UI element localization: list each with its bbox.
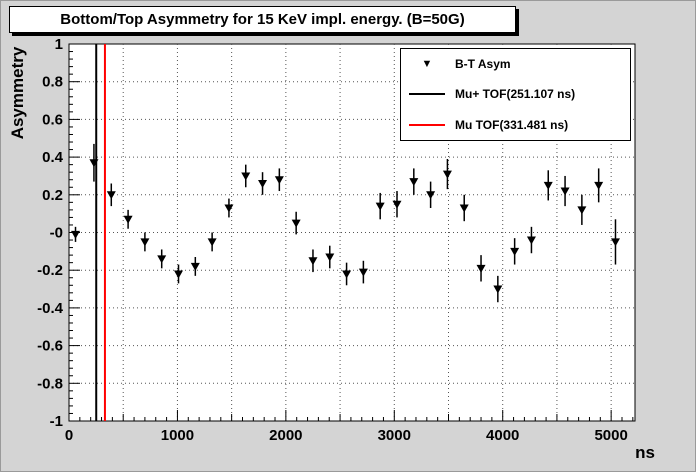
data-point-marker bbox=[342, 270, 352, 279]
legend-box: ▼ B-T Asym Mu+ TOF(251.107 ns) Mu TOF(331.4… bbox=[400, 48, 631, 141]
data-point-marker bbox=[190, 262, 200, 271]
y-tick-label: -0 bbox=[50, 225, 63, 242]
data-point-marker bbox=[610, 238, 620, 247]
data-point-marker bbox=[409, 178, 419, 187]
data-point-marker bbox=[577, 206, 587, 215]
legend-entry-1: Mu+ TOF(251.107 ns) bbox=[401, 80, 630, 109]
x-tick-label: 2000 bbox=[269, 427, 302, 444]
y-tick-label: 0.4 bbox=[42, 149, 64, 166]
triangle-down-marker-icon: ▼ bbox=[421, 57, 433, 70]
triangle-down-marker-icon: ▼ bbox=[407, 57, 447, 70]
x-tick-label: 3000 bbox=[378, 427, 411, 444]
y-tick-label: -0.2 bbox=[37, 262, 63, 279]
y-tick-label: 0.2 bbox=[42, 187, 63, 204]
x-axis-title: ns bbox=[635, 443, 655, 462]
data-point-marker bbox=[358, 268, 368, 277]
data-point-marker bbox=[106, 191, 116, 200]
x-tick-label: 5000 bbox=[594, 427, 627, 444]
line-sample bbox=[407, 123, 447, 126]
plot-title-box: Bottom/Top Asymmetry for 15 KeV impl. en… bbox=[9, 6, 516, 33]
data-point-marker bbox=[325, 253, 335, 262]
data-point-marker bbox=[89, 159, 99, 168]
y-tick-label: -0.8 bbox=[37, 375, 63, 392]
legend-label: B-T Asym bbox=[455, 57, 511, 72]
data-point-marker bbox=[476, 264, 486, 273]
data-point-marker bbox=[71, 230, 81, 239]
data-point-marker bbox=[375, 202, 385, 211]
y-tick-label: -0.6 bbox=[37, 338, 63, 355]
legend-label: Mu+ TOF(251.107 ns) bbox=[455, 87, 576, 102]
data-point-marker bbox=[140, 238, 150, 247]
data-point-marker bbox=[174, 270, 184, 279]
x-tick-label: 0 bbox=[65, 427, 73, 444]
data-point-marker bbox=[224, 204, 234, 213]
legend-label: Mu TOF(331.481 ns) bbox=[455, 117, 569, 132]
y-axis-title: Asymmetry bbox=[8, 46, 27, 139]
plot-title: Bottom/Top Asymmetry for 15 KeV impl. en… bbox=[60, 11, 465, 28]
x-tick-label: 4000 bbox=[486, 427, 519, 444]
data-point-marker bbox=[510, 247, 520, 256]
data-point-marker bbox=[274, 176, 284, 185]
data-point-marker bbox=[543, 181, 553, 190]
y-tick-label: -0.4 bbox=[37, 300, 64, 317]
line-sample-stroke bbox=[409, 123, 445, 126]
y-tick-label: -1 bbox=[50, 413, 63, 430]
x-tick-label: 1000 bbox=[161, 427, 194, 444]
legend-entry-0: ▼ B-T Asym bbox=[401, 50, 630, 79]
line-sample-stroke bbox=[409, 93, 445, 96]
data-point-marker bbox=[392, 200, 402, 209]
data-point-marker bbox=[258, 179, 268, 188]
data-point-marker bbox=[442, 170, 452, 179]
data-point-marker bbox=[493, 285, 503, 294]
y-tick-label: 0.8 bbox=[42, 74, 63, 91]
data-point-marker bbox=[207, 238, 217, 247]
data-point-marker bbox=[560, 187, 570, 196]
data-point-marker bbox=[157, 255, 167, 264]
data-point-marker bbox=[459, 204, 469, 213]
data-point-marker bbox=[426, 191, 436, 200]
y-tick-label: 1 bbox=[55, 36, 63, 53]
data-point-marker bbox=[594, 181, 604, 190]
data-point-marker bbox=[291, 219, 301, 228]
data-point-marker bbox=[123, 215, 133, 224]
legend-entry-2: Mu TOF(331.481 ns) bbox=[401, 110, 630, 139]
y-tick-label: 0.6 bbox=[42, 111, 63, 128]
data-point-marker bbox=[526, 236, 536, 245]
line-sample bbox=[407, 93, 447, 96]
data-point-marker bbox=[241, 172, 251, 181]
data-point-marker bbox=[308, 257, 318, 266]
